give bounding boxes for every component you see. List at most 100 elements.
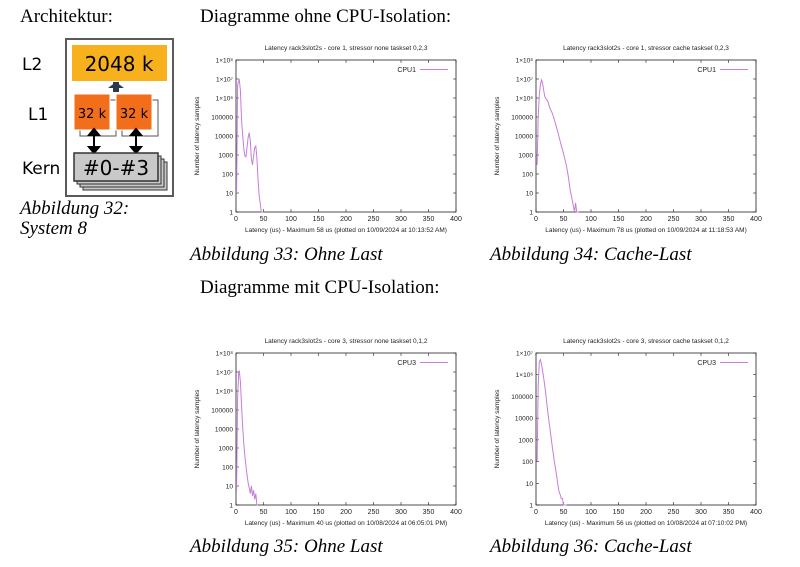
- fig35-caption: Abbildung 35: Ohne Last: [190, 536, 383, 557]
- series-line-cpu1: [536, 77, 579, 213]
- y-tick-label: 10000: [215, 134, 233, 141]
- y-tick-label: 1000: [519, 437, 534, 444]
- x-tick-label: 350: [723, 216, 735, 223]
- x-tick-label: 150: [613, 509, 625, 516]
- x-tick-label: 200: [640, 216, 652, 223]
- series-line-cpu3: [536, 358, 567, 506]
- y-tick-label: 1: [529, 210, 533, 217]
- y-tick-label: 10000: [515, 416, 533, 423]
- y-tick-label: 1×10⁶: [216, 96, 234, 103]
- x-tick-label: 50: [260, 216, 268, 223]
- fig33-caption: Abbildung 33: Ohne Last: [190, 244, 383, 265]
- chart-fig35: Latency rack3slot2s - core 3, stressor n…: [186, 333, 466, 533]
- y-tick-label: 10: [526, 191, 534, 198]
- core-label: Kern: [22, 159, 60, 179]
- chart-fig34: Latency rack3slot2s - core 1, stressor c…: [486, 40, 766, 240]
- l1-left-block: [73, 93, 111, 131]
- x-tick-label: 100: [585, 509, 597, 516]
- x-tick-label: 400: [750, 216, 762, 223]
- y-tick-label: 100000: [511, 115, 533, 122]
- y-tick-label: 1000: [219, 446, 234, 453]
- x-tick-label: 400: [450, 216, 462, 223]
- legend-label: CPU3: [397, 360, 416, 367]
- latency-chart: Latency rack3slot2s - core 1, stressor n…: [194, 45, 462, 234]
- x-tick-label: 0: [234, 216, 238, 223]
- y-tick-label: 1000: [519, 153, 534, 160]
- x-tick-label: 400: [450, 509, 462, 516]
- latency-chart: Latency rack3slot2s - core 3, stressor c…: [494, 338, 762, 527]
- y-tick-label: 1×10⁶: [216, 389, 234, 396]
- y-axis-label: Number of latency samples: [494, 389, 501, 469]
- x-tick-label: 350: [723, 509, 735, 516]
- y-tick-label: 10: [526, 481, 534, 488]
- x-tick-label: 50: [560, 216, 568, 223]
- chart-title: Latency rack3slot2s - core 3, stressor n…: [265, 338, 428, 345]
- x-tick-label: 150: [313, 216, 325, 223]
- l2-l1-arrowhead: [108, 82, 124, 88]
- l2-label: L2: [22, 55, 42, 75]
- y-tick-label: 1000: [219, 153, 234, 160]
- architecture-diagram: L2 2048 k L1 32 k 32 k Kern #0-#3: [22, 38, 174, 197]
- x-tick-label: 250: [368, 509, 380, 516]
- y-tick-label: 100000: [211, 115, 233, 122]
- x-tick-label: 100: [585, 216, 597, 223]
- y-tick-label: 1: [229, 210, 233, 217]
- y-tick-label: 100000: [511, 394, 533, 401]
- x-tick-label: 250: [668, 509, 680, 516]
- l2-value: 2048 k: [85, 52, 154, 76]
- x-tick-label: 200: [640, 509, 652, 516]
- fig36-caption: Abbildung 36: Cache-Last: [490, 536, 692, 557]
- x-tick-label: 150: [613, 216, 625, 223]
- x-tick-label: 250: [668, 216, 680, 223]
- legend-label: CPU3: [697, 360, 716, 367]
- without-isolation-heading: Diagramme ohne CPU-Isolation:: [200, 6, 452, 27]
- y-tick-label: 1×10⁷: [216, 370, 234, 377]
- l1-right-value: 32 k: [120, 107, 149, 122]
- y-tick-label: 100: [522, 172, 533, 179]
- y-tick-label: 10: [226, 484, 234, 491]
- chart-fig33: Latency rack3slot2s - core 1, stressor n…: [186, 40, 466, 240]
- y-tick-label: 1×10⁸: [216, 351, 234, 358]
- x-tick-label: 400: [750, 509, 762, 516]
- core-block: [73, 152, 159, 182]
- x-tick-label: 300: [695, 509, 707, 516]
- latency-chart: Latency rack3slot2s - core 3, stressor n…: [194, 338, 462, 527]
- y-tick-label: 1: [229, 503, 233, 510]
- y-tick-label: 100: [522, 459, 533, 466]
- plot-frame: [535, 59, 757, 213]
- l1-core-arrows: [86, 127, 144, 155]
- x-tick-label: 200: [340, 216, 352, 223]
- legend-label: CPU1: [397, 67, 416, 74]
- plot-frame: [235, 59, 457, 213]
- y-tick-label: 1×10⁸: [216, 58, 234, 65]
- x-tick-label: 350: [423, 216, 435, 223]
- x-tick-label: 0: [534, 216, 538, 223]
- legend-label: CPU1: [697, 67, 716, 74]
- y-tick-label: 1×10⁸: [516, 58, 534, 65]
- l1-label: L1: [28, 105, 48, 125]
- core-value: #0-#3: [83, 156, 149, 180]
- x-tick-label: 250: [368, 216, 380, 223]
- latency-chart: Latency rack3slot2s - core 1, stressor c…: [494, 45, 762, 234]
- x-tick-label: 150: [313, 509, 325, 516]
- y-tick-label: 1×10⁶: [516, 372, 534, 379]
- y-tick-label: 1×10⁷: [516, 77, 534, 84]
- l2-cache-block: [70, 43, 169, 83]
- x-axis-label: Latency (us) - Maximum 58 us (plotted on…: [245, 227, 447, 234]
- x-axis-label: Latency (us) - Maximum 78 us (plotted on…: [545, 227, 747, 234]
- y-tick-label: 1×10⁶: [516, 96, 534, 103]
- x-tick-label: 300: [695, 216, 707, 223]
- plot-frame: [535, 352, 757, 506]
- x-tick-label: 350: [423, 509, 435, 516]
- l1-right-block: [115, 93, 153, 131]
- x-tick-label: 300: [395, 509, 407, 516]
- y-tick-label: 1×10⁷: [216, 77, 234, 84]
- x-tick-label: 100: [285, 216, 297, 223]
- x-tick-label: 300: [395, 216, 407, 223]
- plot-frame: [235, 352, 457, 506]
- series-line-cpu1: [236, 78, 264, 213]
- architecture-heading: Architektur:: [20, 6, 113, 27]
- y-tick-label: 1: [529, 503, 533, 510]
- with-isolation-heading: Diagramme mit CPU-Isolation:: [200, 277, 440, 298]
- y-tick-label: 100: [222, 465, 233, 472]
